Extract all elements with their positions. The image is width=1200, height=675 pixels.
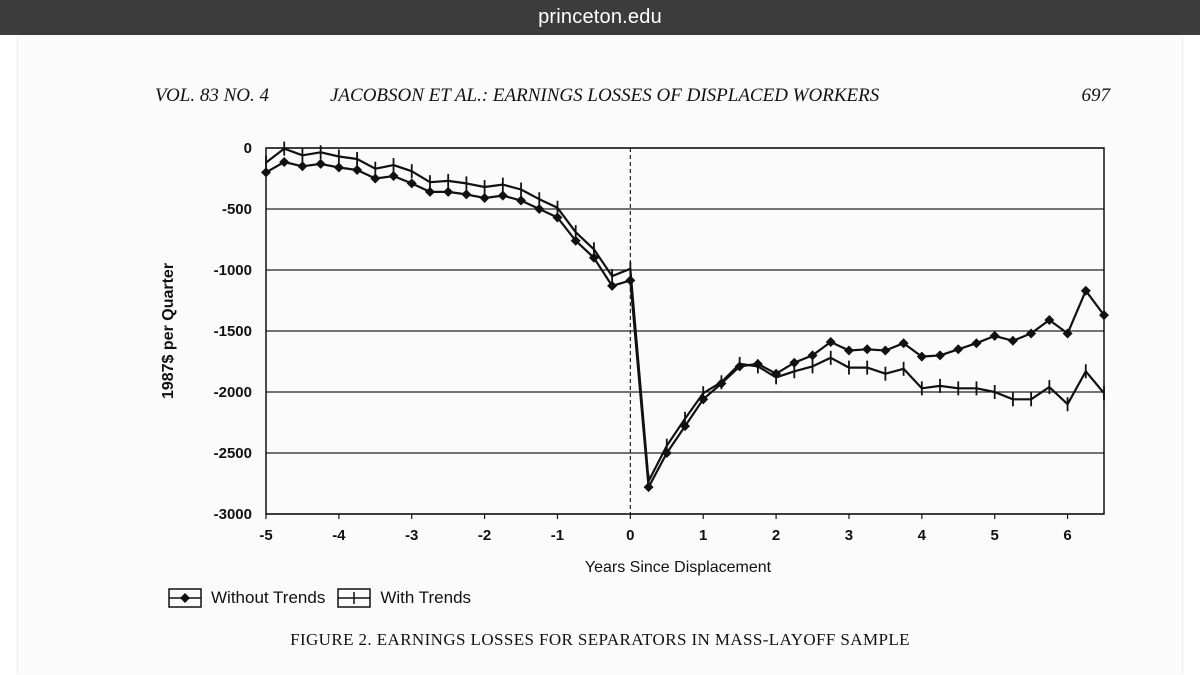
data-point-without-trends — [297, 161, 308, 172]
data-point-without-trends — [880, 345, 891, 356]
data-point-without-trends — [843, 345, 854, 356]
data-point-without-trends — [807, 350, 818, 361]
y-tick-label: -500 — [222, 201, 252, 218]
axis-ticks: 0 -500 -1000 -1500 -2000 -2500 -3000 -5 -4 -3 -2 -1… — [214, 140, 1072, 544]
y-tick-label: 0 — [244, 140, 252, 157]
chart-legend: Without Trends With Trends — [168, 586, 483, 610]
data-point-without-trends — [352, 164, 363, 175]
data-point-without-trends — [552, 212, 563, 223]
data-point-without-trends — [497, 190, 508, 201]
data-point-without-trends — [789, 357, 800, 368]
legend-label-without-trends: Without Trends — [211, 588, 326, 607]
data-point-without-trends — [953, 344, 964, 355]
y-tick-label: -3000 — [214, 506, 252, 523]
data-point-without-trends — [279, 157, 290, 168]
data-point-without-trends — [570, 235, 581, 246]
data-point-without-trends — [333, 162, 344, 173]
series-line-with-trends — [265, 147, 1105, 483]
y-tick-label: -2500 — [214, 445, 252, 462]
data-point-without-trends — [1062, 328, 1073, 339]
series-markers — [261, 141, 1109, 493]
data-point-without-trends — [971, 338, 982, 349]
plus-marker-icon — [337, 588, 372, 608]
page-number: 697 — [1081, 85, 1111, 106]
x-axis-title: Years Since Displacement — [585, 559, 772, 576]
data-point-without-trends — [825, 336, 836, 347]
data-point-without-trends — [534, 204, 545, 214]
browser-address-bar[interactable]: princeton.edu — [0, 0, 1200, 35]
data-point-without-trends — [461, 189, 472, 200]
data-point-without-trends — [370, 173, 381, 184]
legend-label-with-trends: With Trends — [380, 588, 472, 607]
diamond-marker-icon — [168, 588, 202, 608]
data-point-without-trends — [315, 158, 326, 169]
y-tick-label: -1500 — [214, 323, 252, 340]
data-point-without-trends — [898, 338, 909, 349]
data-point-without-trends — [1007, 335, 1018, 346]
data-point-without-trends — [916, 351, 927, 362]
data-point-without-trends — [1026, 328, 1037, 339]
x-tick-label: -2 — [478, 527, 491, 544]
data-point-without-trends — [862, 344, 873, 355]
x-tick-label: 2 — [772, 527, 780, 544]
data-point-without-trends — [479, 193, 490, 204]
y-axis-title: 1987$ per Quarter — [160, 263, 177, 399]
data-point-without-trends — [388, 171, 399, 182]
series-lines — [265, 147, 1105, 489]
page-header: VOL. 83 NO. 4 JACOBSON ET AL.: EARNINGS … — [155, 85, 1110, 109]
grid-lines — [266, 147, 1104, 515]
x-tick-label: 4 — [918, 527, 927, 544]
data-point-without-trends — [1099, 310, 1109, 321]
running-title: JACOBSON ET AL.: EARNINGS LOSSES OF DISP… — [330, 85, 880, 106]
data-point-without-trends — [588, 252, 599, 263]
data-point-without-trends — [516, 195, 527, 206]
data-point-without-trends — [989, 330, 1000, 341]
figure-caption: FIGURE 2. EARNINGS LOSSES FOR SEPARATORS… — [290, 630, 910, 649]
data-point-without-trends — [261, 167, 271, 178]
document-page — [18, 35, 1182, 675]
x-tick-label: 0 — [626, 527, 634, 544]
data-point-without-trends — [1080, 285, 1091, 296]
data-point-without-trends — [607, 280, 618, 291]
data-point-without-trends — [680, 421, 690, 432]
data-point-without-trends — [625, 275, 636, 286]
y-tick-label: -1000 — [214, 262, 252, 279]
volume-label: VOL. 83 NO. 4 — [155, 85, 269, 106]
data-point-without-trends — [443, 186, 454, 197]
legend-item-without-trends: Without Trends — [168, 588, 325, 608]
x-tick-label: 1 — [699, 527, 707, 544]
x-tick-label: -1 — [551, 527, 564, 544]
x-tick-label: 3 — [845, 527, 853, 544]
x-tick-label: -4 — [332, 527, 346, 544]
data-point-without-trends — [1044, 315, 1055, 326]
x-tick-label: -3 — [405, 527, 418, 544]
y-tick-label: -2000 — [214, 384, 252, 401]
plot-frame — [265, 147, 1105, 515]
x-tick-label: 5 — [991, 527, 999, 544]
data-point-without-trends — [424, 186, 435, 197]
x-tick-label: 6 — [1063, 527, 1071, 544]
data-point-without-trends — [661, 448, 672, 458]
series-line-without-trends — [265, 160, 1105, 489]
url-text: princeton.edu — [538, 6, 662, 28]
legend-item-with-trends: With Trends — [337, 588, 471, 608]
data-point-without-trends — [935, 350, 946, 361]
data-point-without-trends — [406, 178, 417, 189]
x-tick-label: -5 — [259, 527, 272, 544]
